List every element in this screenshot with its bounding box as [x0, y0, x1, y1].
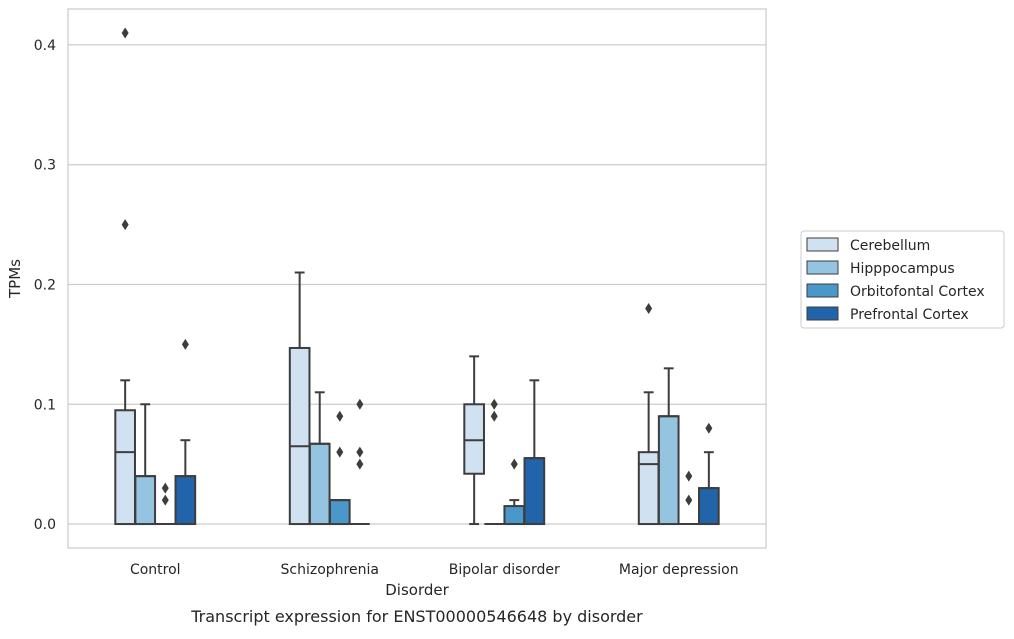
boxes — [114, 27, 720, 526]
y-tick-label: 0.1 — [34, 397, 56, 413]
box-body — [698, 487, 720, 526]
outlier-point — [161, 494, 169, 506]
box-body — [308, 442, 331, 526]
box-prefrontal-cortex — [350, 398, 370, 526]
box-body — [328, 499, 351, 526]
box-body — [114, 409, 136, 526]
outlier-point — [510, 458, 518, 470]
box-cerebellum — [288, 271, 311, 526]
y-tick-label: 0.2 — [34, 277, 56, 293]
legend-label: Hipppocampus — [850, 261, 955, 277]
legend-label: Prefrontal Cortex — [850, 307, 969, 323]
outlier-point — [490, 398, 498, 410]
outlier-point — [685, 470, 693, 482]
box-body — [503, 505, 526, 526]
box-cerebellum — [637, 302, 660, 526]
box-prefrontal-cortex — [174, 338, 197, 526]
outlier-point — [336, 410, 344, 422]
box-orbitofontal-cortex — [678, 470, 699, 526]
box-body — [523, 457, 546, 526]
y-axis-ticks: 0.0 0.1 0.2 0.3 0.4 — [34, 38, 56, 533]
outlier-point — [336, 446, 344, 458]
y-tick-label: 0.3 — [34, 158, 56, 174]
box-body — [657, 415, 680, 526]
box-body — [637, 451, 660, 526]
box-body — [134, 475, 157, 526]
box-hipppocampus — [134, 403, 157, 526]
outlier-point — [490, 410, 498, 422]
outlier-point — [356, 458, 364, 470]
plot-area-frame — [67, 8, 767, 549]
box-orbitofontal-cortex — [155, 482, 176, 526]
x-axis-ticks: Control Schizophrenia Bipolar disorder Majo… — [130, 562, 739, 578]
legend-swatch — [806, 306, 839, 321]
y-tick-label: 0.0 — [34, 517, 56, 533]
y-tick-label: 0.4 — [34, 38, 56, 54]
box-cerebellum — [463, 355, 485, 526]
x-axis-label: Disorder — [385, 581, 449, 599]
box-cerebellum — [114, 27, 136, 526]
box-body — [288, 346, 311, 526]
x-tick-label: Control — [130, 562, 181, 578]
outlier-point — [356, 446, 364, 458]
outlier-point — [645, 302, 653, 314]
box-prefrontal-cortex — [523, 379, 546, 526]
box-prefrontal-cortex — [698, 422, 720, 526]
outlier-point — [121, 219, 129, 231]
legend-label: Orbitofontal Cortex — [850, 284, 985, 300]
legend-swatch — [806, 237, 839, 252]
box-hipppocampus — [484, 398, 505, 526]
x-tick-label: Bipolar disorder — [449, 562, 560, 578]
y-axis-label: TPMs — [6, 259, 24, 299]
legend-frame — [800, 230, 1005, 329]
box-orbitofontal-cortex — [503, 458, 526, 526]
outlier-point — [161, 482, 169, 494]
legend-swatch — [806, 283, 839, 298]
box-hipppocampus — [308, 391, 331, 526]
outlier-point — [181, 338, 189, 350]
box-body — [463, 403, 485, 475]
chart-caption: Transcript expression for ENST0000054664… — [190, 607, 643, 626]
x-tick-label: Major depression — [619, 562, 739, 578]
box-body — [174, 475, 197, 526]
box-orbitofontal-cortex — [328, 410, 351, 526]
legend-label: Cerebellum — [850, 238, 930, 254]
outlier-point — [356, 398, 364, 410]
legend-swatch — [806, 260, 839, 275]
outlier-point — [685, 494, 693, 506]
legend: Cerebellum Hipppocampus Orbitofontal Corte… — [800, 230, 1005, 329]
outlier-point — [705, 422, 713, 434]
x-tick-label: Schizophrenia — [281, 562, 379, 578]
outlier-point — [121, 27, 129, 39]
box-hipppocampus — [657, 367, 680, 526]
